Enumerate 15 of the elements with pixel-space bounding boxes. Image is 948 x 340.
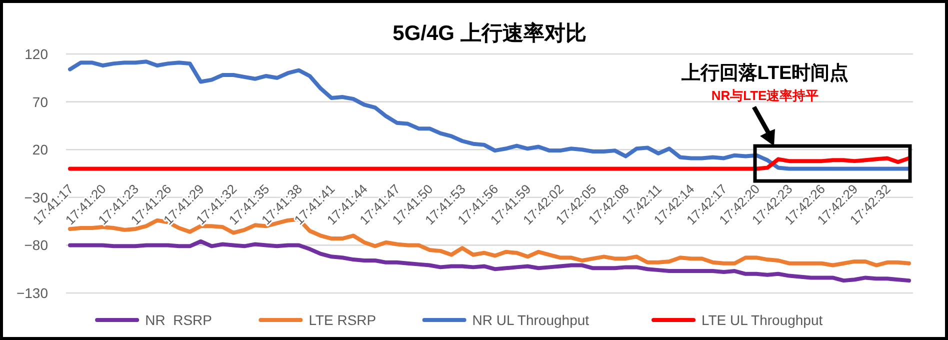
line-series	[68, 60, 911, 171]
legend-label: LTE UL Throughput	[702, 312, 823, 328]
line-series	[68, 156, 911, 171]
legend-label: LTE RSRP	[308, 312, 376, 328]
y-tick-label: 70	[32, 94, 48, 110]
chart-title: 5G/4G 上行速率对比	[392, 21, 586, 45]
legend-label: NR UL Throughput	[472, 312, 590, 328]
legend-label: NR RSRP	[145, 312, 212, 328]
annotation: 上行回落LTE时间点	[680, 62, 849, 84]
y-tick-label: 20	[32, 142, 48, 158]
line-series	[68, 239, 911, 283]
y-tick-label: −80	[24, 237, 48, 254]
y-tick-label: −130	[16, 285, 48, 301]
annotation: NR与LTE速率持平	[711, 88, 819, 103]
y-tick-label: 120	[24, 46, 48, 62]
